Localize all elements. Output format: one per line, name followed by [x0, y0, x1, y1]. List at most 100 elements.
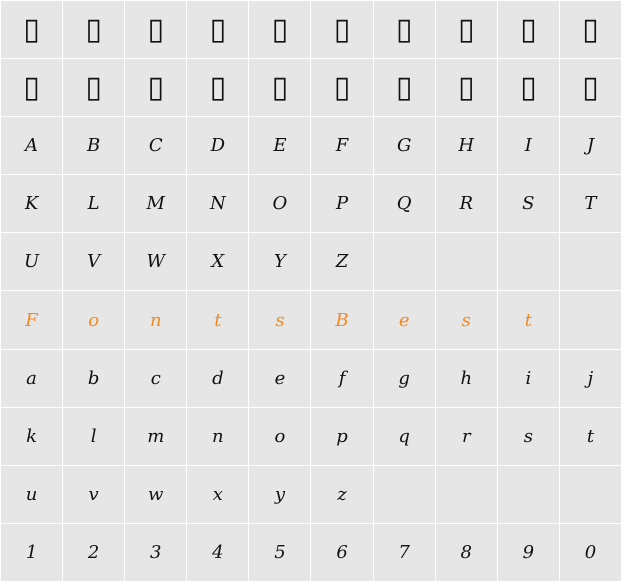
glyph-cell: e — [373, 291, 435, 349]
glyph-cell: S — [497, 175, 559, 233]
glyph-cell: ▯ — [187, 1, 249, 59]
glyph-cell: s — [249, 291, 311, 349]
glyph-cell: l — [63, 407, 125, 465]
glyph-cell: h — [435, 349, 497, 407]
glyph-cell: q — [373, 407, 435, 465]
glyph-cell: ▯ — [125, 59, 187, 117]
glyph-cell: 7 — [373, 523, 435, 581]
glyph-cell: t — [497, 291, 559, 349]
glyph-cell: ▯ — [63, 59, 125, 117]
glyph-cell: o — [249, 407, 311, 465]
glyph-cell: 5 — [249, 523, 311, 581]
glyph-cell: m — [125, 407, 187, 465]
glyph-cell: B — [311, 291, 373, 349]
glyph-cell: b — [63, 349, 125, 407]
empty-cell — [559, 233, 621, 291]
glyph-cell: C — [125, 117, 187, 175]
glyph-cell: Z — [311, 233, 373, 291]
glyph-cell: f — [311, 349, 373, 407]
empty-cell — [559, 291, 621, 349]
glyph-cell: I — [497, 117, 559, 175]
glyph-cell: a — [1, 349, 63, 407]
glyph-cell: o — [63, 291, 125, 349]
glyph-cell: Y — [249, 233, 311, 291]
glyph-cell: 3 — [125, 523, 187, 581]
glyph-cell: n — [125, 291, 187, 349]
glyph-cell: c — [125, 349, 187, 407]
glyph-cell: V — [63, 233, 125, 291]
glyph-cell: ▯ — [435, 59, 497, 117]
glyph-cell: P — [311, 175, 373, 233]
glyph-cell: 6 — [311, 523, 373, 581]
glyph-cell: 0 — [559, 523, 621, 581]
glyph-cell: z — [311, 465, 373, 523]
glyph-cell: M — [125, 175, 187, 233]
glyph-cell: ▯ — [125, 1, 187, 59]
empty-cell — [497, 465, 559, 523]
glyph-cell: ▯ — [373, 59, 435, 117]
glyph-cell: ▯ — [1, 1, 63, 59]
glyph-cell: U — [1, 233, 63, 291]
glyph-cell: s — [497, 407, 559, 465]
glyph-cell: w — [125, 465, 187, 523]
glyph-cell: K — [1, 175, 63, 233]
glyph-cell: s — [435, 291, 497, 349]
glyph-cell: ▯ — [1, 59, 63, 117]
glyph-cell: v — [63, 465, 125, 523]
glyph-cell: g — [373, 349, 435, 407]
glyph-cell: y — [249, 465, 311, 523]
glyph-cell: d — [187, 349, 249, 407]
glyph-cell: H — [435, 117, 497, 175]
glyph-cell: ▯ — [559, 59, 621, 117]
glyph-cell: i — [497, 349, 559, 407]
glyph-cell: ▯ — [435, 1, 497, 59]
glyph-cell: u — [1, 465, 63, 523]
glyph-cell: j — [559, 349, 621, 407]
glyph-cell: ▯ — [497, 1, 559, 59]
glyph-cell: 4 — [187, 523, 249, 581]
glyph-cell: 8 — [435, 523, 497, 581]
glyph-cell: ▯ — [63, 1, 125, 59]
glyph-cell: ▯ — [559, 1, 621, 59]
empty-cell — [435, 465, 497, 523]
glyph-cell: e — [249, 349, 311, 407]
glyph-cell: ▯ — [249, 1, 311, 59]
glyph-cell: N — [187, 175, 249, 233]
glyph-cell: t — [187, 291, 249, 349]
empty-cell — [373, 465, 435, 523]
glyph-cell: R — [435, 175, 497, 233]
glyph-cell: Q — [373, 175, 435, 233]
empty-cell — [373, 233, 435, 291]
glyph-cell: ▯ — [373, 1, 435, 59]
glyph-cell: X — [187, 233, 249, 291]
glyph-cell: ▯ — [249, 59, 311, 117]
glyph-cell: J — [559, 117, 621, 175]
glyph-cell: A — [1, 117, 63, 175]
empty-cell — [559, 465, 621, 523]
glyph-cell: k — [1, 407, 63, 465]
glyph-cell: D — [187, 117, 249, 175]
glyph-cell: 1 — [1, 523, 63, 581]
glyph-cell: ▯ — [187, 59, 249, 117]
glyph-cell: ▯ — [311, 1, 373, 59]
glyph-cell: n — [187, 407, 249, 465]
glyph-cell: x — [187, 465, 249, 523]
glyph-cell: t — [559, 407, 621, 465]
glyph-cell: T — [559, 175, 621, 233]
glyph-cell: 9 — [497, 523, 559, 581]
glyph-cell: ▯ — [311, 59, 373, 117]
glyph-cell: F — [311, 117, 373, 175]
glyph-cell: ▯ — [497, 59, 559, 117]
glyph-cell: E — [249, 117, 311, 175]
glyph-cell: r — [435, 407, 497, 465]
glyph-cell: B — [63, 117, 125, 175]
glyph-cell: L — [63, 175, 125, 233]
glyph-cell: p — [311, 407, 373, 465]
glyph-cell: F — [1, 291, 63, 349]
glyph-cell: W — [125, 233, 187, 291]
glyph-cell: O — [249, 175, 311, 233]
empty-cell — [497, 233, 559, 291]
glyph-cell: 2 — [63, 523, 125, 581]
empty-cell — [435, 233, 497, 291]
